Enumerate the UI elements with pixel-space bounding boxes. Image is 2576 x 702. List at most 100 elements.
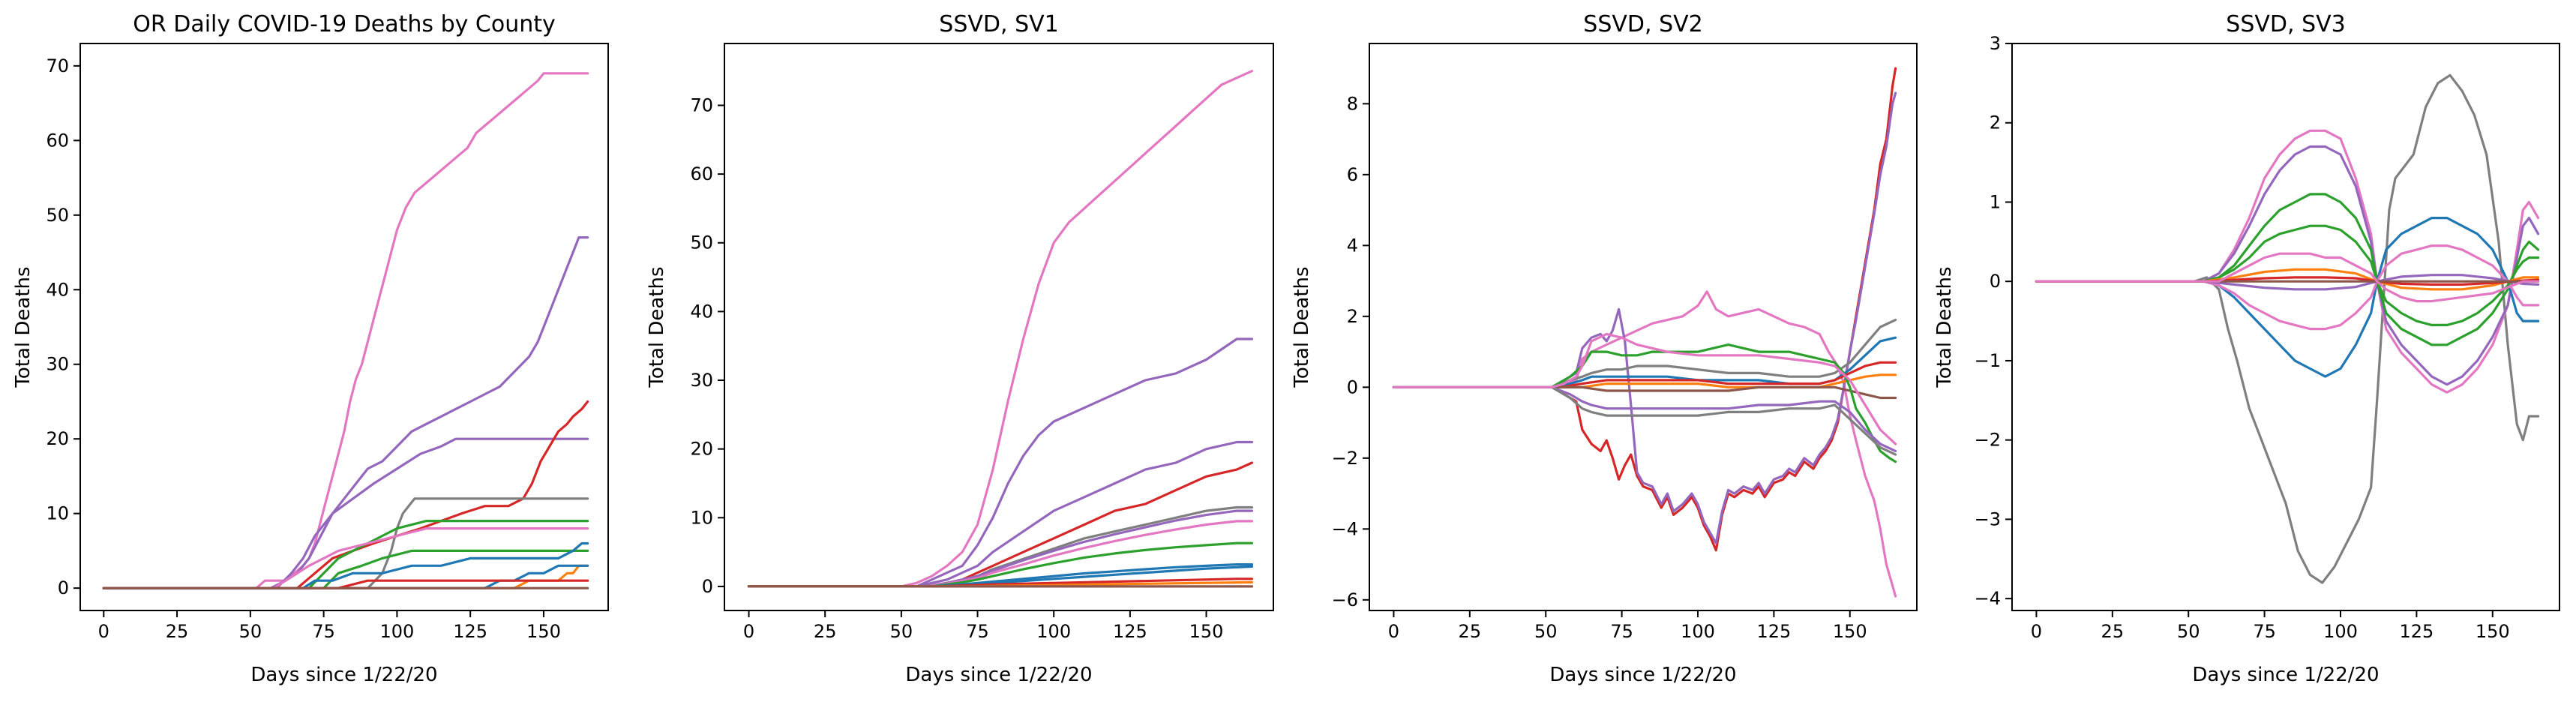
series-line-3 (747, 440, 1254, 588)
series-line-2 (747, 338, 1254, 588)
series-line-12 (1392, 332, 1897, 446)
x-tick-label: 25 (166, 621, 189, 642)
x-tick-label: 50 (2177, 621, 2200, 642)
x-tick-label: 125 (453, 621, 487, 642)
x-tick-label: 0 (743, 621, 754, 642)
y-tick-label: 2 (1990, 112, 2001, 134)
series-group (102, 72, 589, 590)
series-line-2 (1392, 67, 1897, 552)
x-tick-label: 0 (98, 621, 109, 642)
series-group (2035, 74, 2540, 584)
series-line-10 (2035, 276, 2540, 286)
y-tick-label: 60 (46, 130, 69, 151)
y-tick-label: −4 (1332, 518, 1358, 539)
x-tick-label: 100 (1036, 621, 1071, 642)
y-tick-label: −3 (1975, 508, 2001, 530)
chart-panel-1: 0 25 50 75 100 125 150 0 10 20 30 40 50 60 70 OR Daily … (12, 11, 609, 686)
chart-panel-3: 0 25 50 75 100 125 150 −6 −4 −2 0 2 4 6 8 SSVD, SV2 Days… (1291, 11, 1918, 686)
series-line-3 (102, 437, 589, 590)
x-tick-label: 0 (1388, 621, 1399, 642)
series-line-1 (1392, 290, 1897, 598)
chart-title: SSVD, SV2 (1583, 11, 1702, 38)
y-tick-label: −1 (1975, 350, 2001, 371)
y-tick-label: 0 (1990, 271, 2001, 292)
y-tick-label: 4 (1347, 235, 1358, 256)
y-tick-label: 20 (690, 439, 713, 460)
x-tick-label: 50 (239, 621, 262, 642)
series-line-7 (747, 520, 1254, 588)
series-line-8 (102, 549, 589, 590)
series-line-6 (102, 519, 589, 590)
x-tick-label: 125 (2399, 621, 2434, 642)
x-tick-label: 125 (1756, 621, 1791, 642)
x-tick-label: 150 (526, 621, 561, 642)
series-group (747, 70, 1254, 588)
x-axis-label: Days since 1/22/20 (905, 664, 1092, 686)
y-axis-label: Total Deaths (1933, 266, 1956, 388)
y-tick-label: 10 (46, 503, 69, 524)
x-tick-label: 150 (1189, 621, 1224, 642)
y-tick-label: 30 (46, 354, 69, 375)
x-tick-label: 25 (1459, 621, 1482, 642)
series-line-9 (1392, 344, 1897, 464)
x-tick-label: 100 (379, 621, 414, 642)
y-tick-label: 0 (702, 576, 713, 597)
x-tick-label: 150 (1833, 621, 1867, 642)
plot-frame (2011, 43, 2560, 611)
chart-title: SSVD, SV3 (2226, 11, 2345, 38)
y-tick-label: 50 (690, 232, 713, 254)
y-tick-label: 0 (1347, 376, 1358, 398)
plot-frame (724, 43, 1274, 611)
y-axis-label: Total Deaths (1291, 266, 1313, 388)
y-tick-label: −6 (1332, 590, 1358, 610)
series-line-7 (1392, 374, 1897, 388)
series-line-7 (102, 526, 589, 590)
x-axis-label: Days since 1/22/20 (250, 664, 437, 686)
y-axis-label: Total Deaths (646, 266, 668, 388)
series-line-3 (1392, 92, 1897, 544)
series-line-10 (1392, 386, 1897, 453)
y-tick-label: 40 (690, 301, 713, 322)
series-line-12 (2035, 252, 2540, 303)
series-line-5 (1392, 336, 1897, 388)
series-line-4 (1392, 319, 1897, 388)
series-line-4 (102, 400, 589, 590)
x-tick-label: 100 (1681, 621, 1715, 642)
series-line-8 (1392, 386, 1897, 400)
chart-title: OR Daily COVID-19 Deaths by County (133, 11, 556, 38)
series-line-6 (1392, 361, 1897, 388)
y-tick-label: 40 (46, 279, 69, 300)
series-line-3 (2035, 145, 2540, 386)
y-axis-label: Total Deaths (12, 266, 34, 388)
y-tick-label: 30 (690, 370, 713, 391)
x-tick-label: 150 (2476, 621, 2510, 642)
x-axis-label: Days since 1/22/20 (1549, 664, 1736, 686)
series-line-6 (2035, 244, 2540, 331)
series-line-2 (102, 236, 589, 590)
y-tick-label: 3 (1990, 33, 2001, 54)
y-tick-label: 70 (46, 56, 69, 76)
series-line-5 (102, 497, 589, 590)
y-tick-label: 8 (1347, 93, 1358, 114)
y-tick-label: −2 (1975, 430, 2001, 451)
y-tick-label: 10 (690, 507, 713, 528)
x-axis-label: Days since 1/22/20 (2192, 664, 2379, 686)
chart-panel-4: 0 25 50 75 100 125 150 −4 −3 −2 −1 0 1 2 3 SSVD, SV3 Day… (1933, 11, 2560, 686)
x-tick-label: 0 (2031, 621, 2042, 642)
y-tick-label: 6 (1347, 164, 1358, 185)
x-tick-label: 125 (1113, 621, 1147, 642)
y-tick-label: 20 (46, 428, 69, 449)
y-tick-label: 0 (58, 578, 69, 598)
y-tick-label: −2 (1332, 448, 1358, 469)
series-line-1 (102, 72, 589, 590)
x-tick-label: 75 (2253, 621, 2276, 642)
x-tick-label: 75 (312, 621, 335, 642)
series-group (1392, 67, 1897, 598)
chart-title: SSVD, SV1 (939, 11, 1058, 38)
x-tick-label: 75 (966, 621, 989, 642)
series-line-1 (747, 70, 1254, 588)
series-line-9 (2035, 274, 2540, 291)
chart-panel-2: 0 25 50 75 100 125 150 0 10 20 30 40 50 60 70 SSVD, SV1… (646, 11, 1274, 686)
series-line-9 (102, 542, 589, 590)
